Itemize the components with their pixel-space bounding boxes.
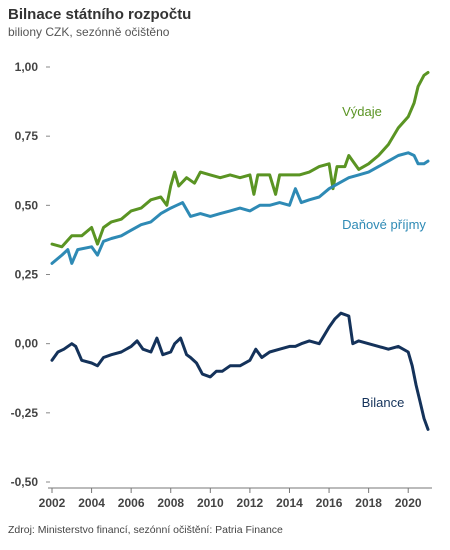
chart-title: Bilnace státního rozpočtu xyxy=(8,6,192,23)
x-tick-label: 2010 xyxy=(197,496,224,510)
x-tick-label: 2014 xyxy=(276,496,303,510)
x-tick-label: 2006 xyxy=(118,496,145,510)
series-label-3: Bilance xyxy=(362,395,405,410)
y-tick-label: -0,25 xyxy=(11,406,39,420)
series-line-2 xyxy=(50,151,430,265)
chart-subtitle: biliony CZK, sezónně očištěno xyxy=(8,25,170,39)
source-note: Zdroj: Ministerstvo financí, sezónní oči… xyxy=(8,524,283,536)
y-tick-label: 0,50 xyxy=(15,198,39,212)
series-label-1: Výdaje xyxy=(342,104,382,119)
x-tick-label: 2004 xyxy=(78,496,105,510)
y-tick-label: 0,25 xyxy=(15,268,39,282)
x-tick-label: 2002 xyxy=(39,496,66,510)
series-line-3 xyxy=(50,311,430,431)
x-tick-label: 2008 xyxy=(157,496,184,510)
y-tick-label: -0,50 xyxy=(11,475,39,489)
x-tick-label: 2018 xyxy=(355,496,382,510)
y-tick-label: 0,75 xyxy=(15,129,39,143)
x-tick-label: 2020 xyxy=(395,496,422,510)
series-label-2: Daňové příjmy xyxy=(342,217,426,232)
x-tick-label: 2016 xyxy=(316,496,343,510)
series-line-1 xyxy=(50,71,430,249)
x-tick-label: 2012 xyxy=(237,496,264,510)
y-tick-label: 0,00 xyxy=(15,337,39,351)
y-tick-label: 1,00 xyxy=(15,60,39,74)
